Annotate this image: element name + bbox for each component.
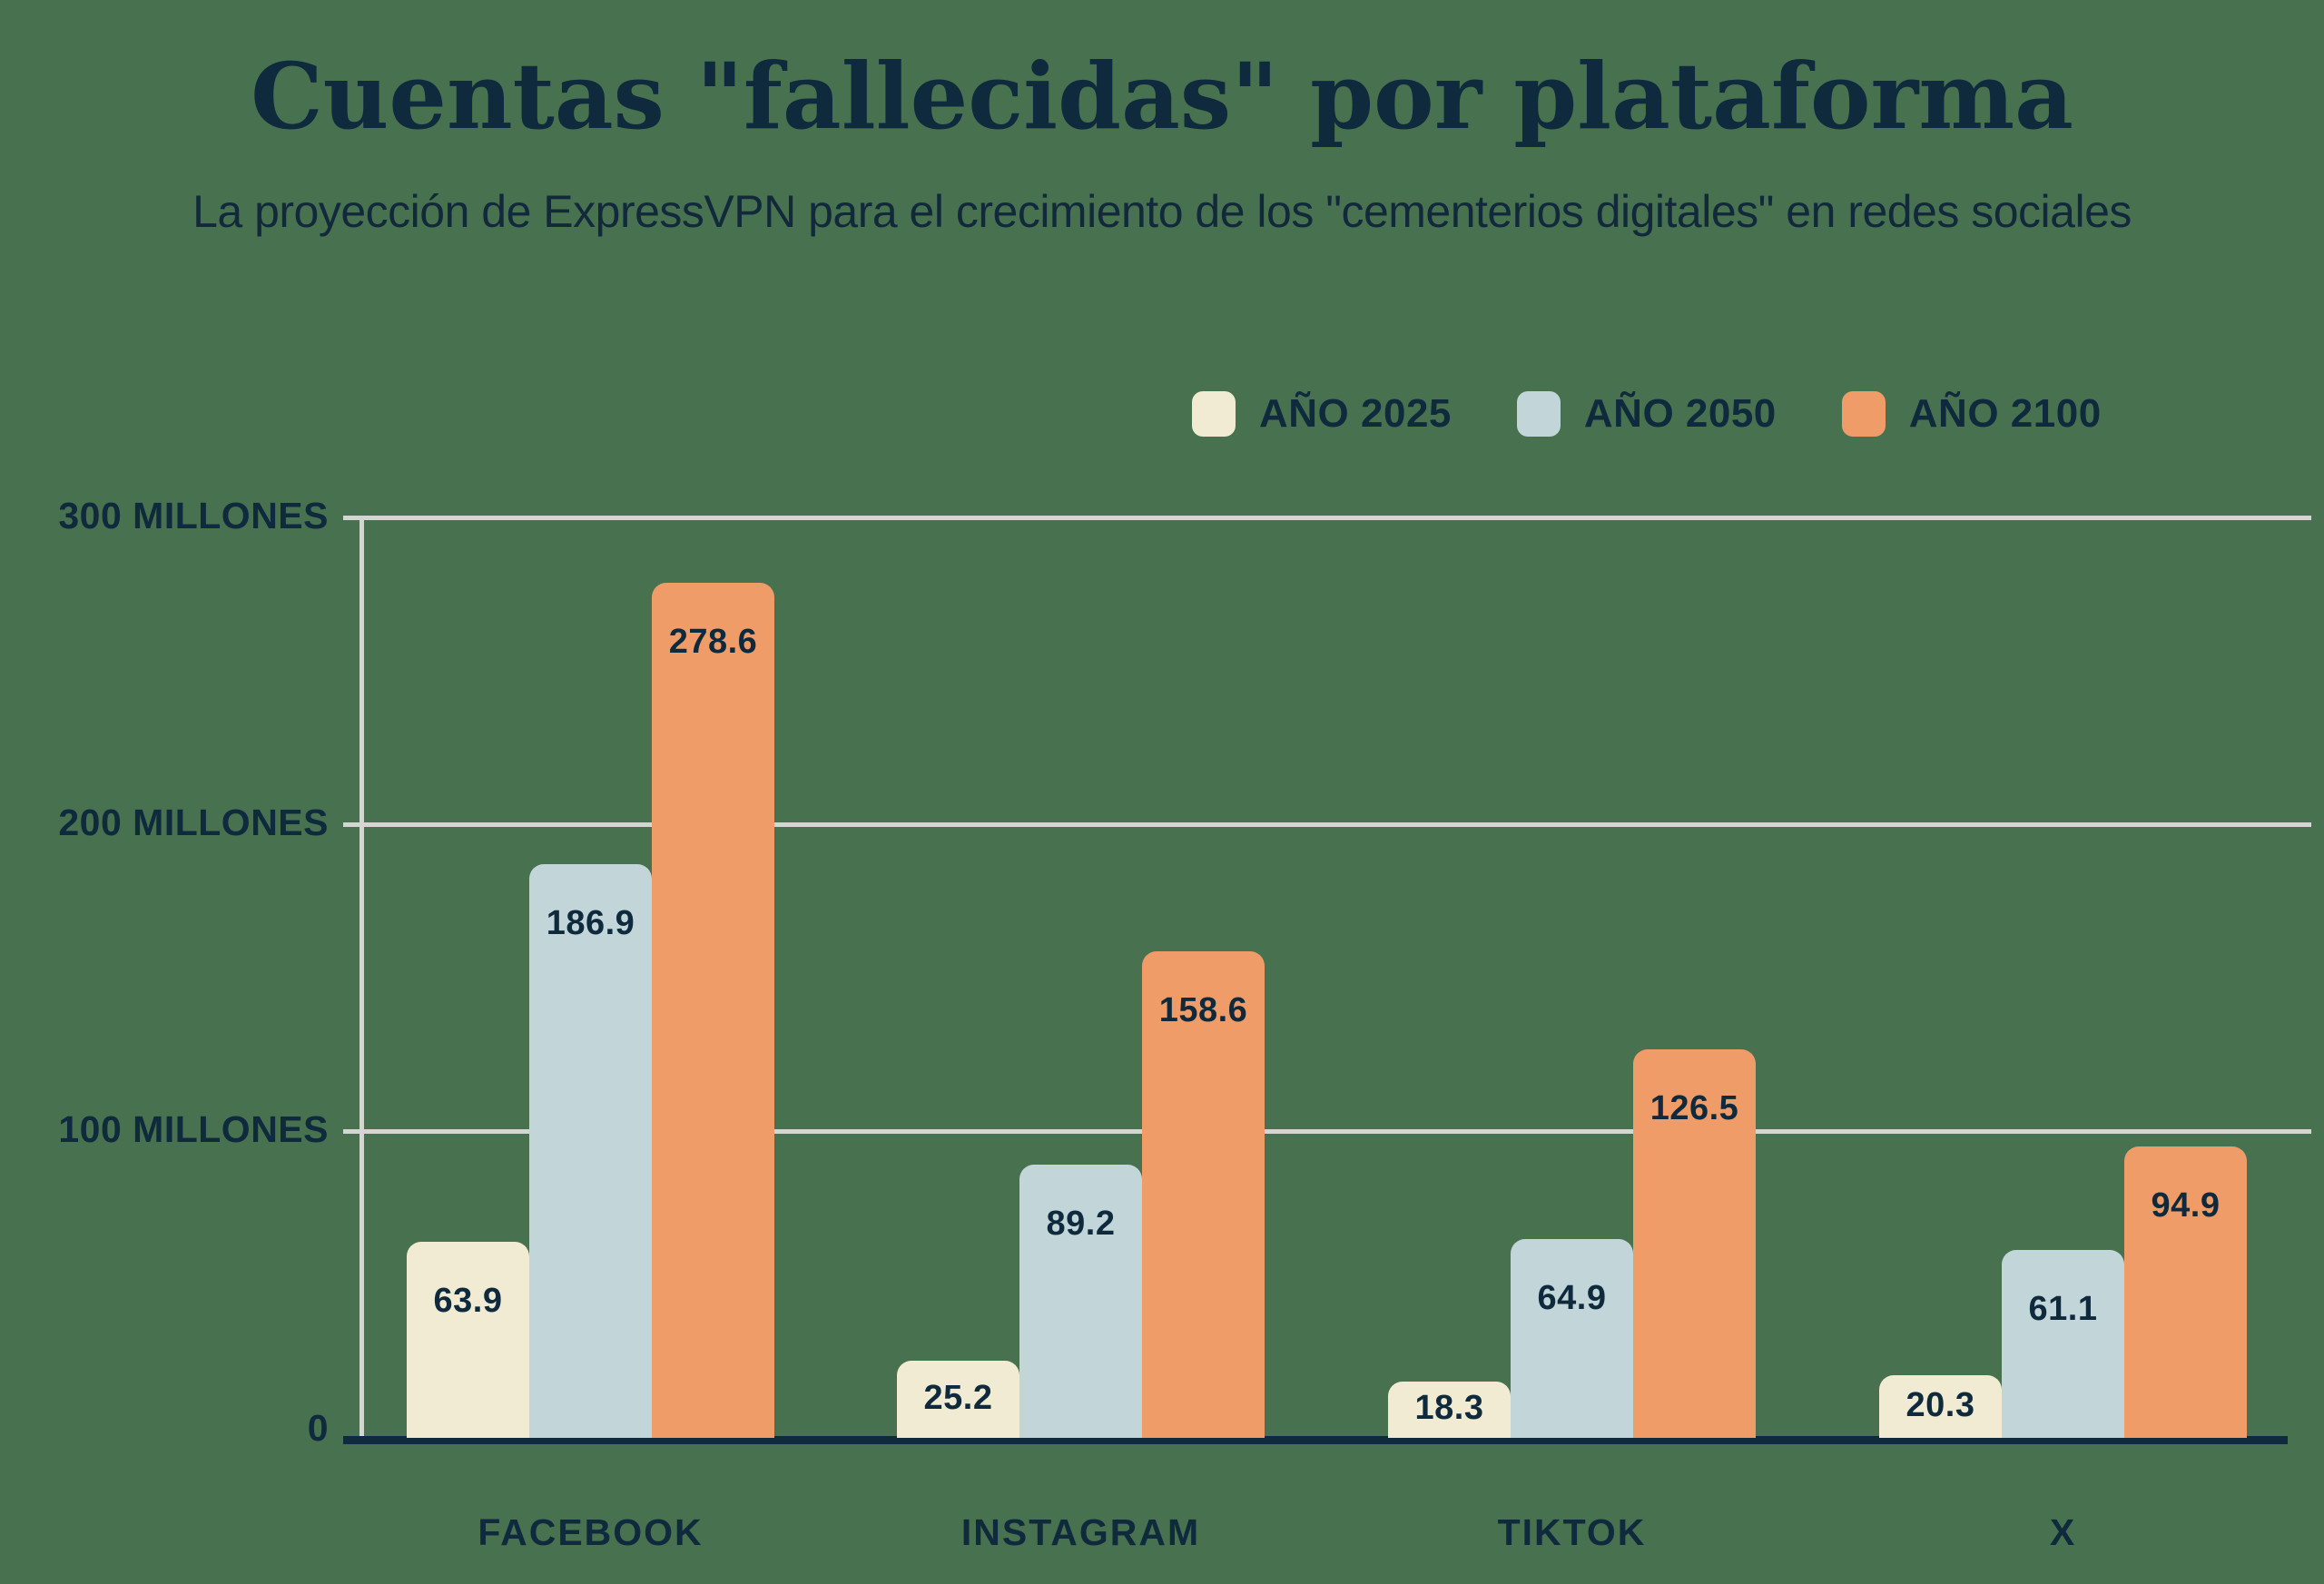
bar-facebook-año-2100: 278.6 bbox=[652, 583, 774, 1438]
bar-tiktok-año-2100: 126.5 bbox=[1633, 1049, 1756, 1438]
legend-swatch-2050 bbox=[1516, 391, 1561, 437]
bar-facebook-año-2050: 186.9 bbox=[529, 864, 652, 1438]
bar-value-label: 94.9 bbox=[2151, 1186, 2221, 1225]
bar-x-año-2100: 94.9 bbox=[2124, 1146, 2247, 1438]
bar-instagram-año-2050: 89.2 bbox=[1019, 1165, 1142, 1438]
chart-title: Cuentas "fallecidas" por plataforma bbox=[251, 43, 2073, 150]
chart-subtitle: La proyección de ExpressVPN para el crec… bbox=[192, 186, 2132, 237]
legend-label-2025: AÑO 2025 bbox=[1259, 391, 1452, 436]
bar-facebook-año-2025: 63.9 bbox=[407, 1242, 529, 1438]
bar-value-label: 63.9 bbox=[433, 1282, 503, 1320]
x-axis-line bbox=[343, 1436, 2288, 1444]
category-label-facebook: FACEBOOK bbox=[478, 1511, 704, 1553]
y-tick-300: 300 MILLONES bbox=[58, 495, 329, 536]
gridline-300 bbox=[343, 516, 2311, 520]
bar-value-label: 158.6 bbox=[1158, 991, 1248, 1029]
bar-value-label: 61.1 bbox=[2028, 1290, 2098, 1328]
bar-value-label: 89.2 bbox=[1046, 1205, 1116, 1243]
bar-instagram-año-2100: 158.6 bbox=[1142, 951, 1265, 1438]
bar-value-label: 18.3 bbox=[1414, 1388, 1484, 1427]
y-tick-100: 100 MILLONES bbox=[58, 1108, 329, 1150]
gridline-100 bbox=[343, 1129, 2311, 1134]
bar-instagram-año-2025: 25.2 bbox=[897, 1361, 1019, 1438]
legend-swatch-2025 bbox=[1192, 391, 1236, 437]
bar-value-label: 186.9 bbox=[546, 904, 635, 942]
legend-swatch-2100 bbox=[1841, 391, 1886, 437]
gridline-200 bbox=[343, 822, 2311, 827]
bar-value-label: 20.3 bbox=[1905, 1385, 1975, 1424]
bar-tiktok-año-2050: 64.9 bbox=[1511, 1239, 1633, 1438]
bar-x-año-2050: 61.1 bbox=[2002, 1250, 2124, 1438]
legend-item-2050: AÑO 2050 bbox=[1516, 391, 1777, 437]
y-axis-line bbox=[359, 517, 364, 1438]
category-label-tiktok: TIKTOK bbox=[1497, 1511, 1647, 1553]
bar-x-año-2025: 20.3 bbox=[1879, 1375, 2002, 1438]
category-label-instagram: INSTAGRAM bbox=[960, 1511, 1201, 1553]
category-label-x: X bbox=[2049, 1511, 2077, 1553]
bar-value-label: 126.5 bbox=[1649, 1089, 1739, 1127]
legend-label-2100: AÑO 2100 bbox=[1908, 391, 2102, 436]
y-tick-0: 0 bbox=[307, 1407, 329, 1449]
bar-value-label: 25.2 bbox=[923, 1378, 993, 1417]
legend-item-2100: AÑO 2100 bbox=[1841, 391, 2102, 437]
legend: AÑO 2025 AÑO 2050 AÑO 2100 bbox=[1192, 390, 2102, 438]
bar-tiktok-año-2025: 18.3 bbox=[1388, 1382, 1511, 1438]
bar-value-label: 64.9 bbox=[1537, 1279, 1607, 1317]
legend-label-2050: AÑO 2050 bbox=[1583, 391, 1777, 436]
legend-item-2025: AÑO 2025 bbox=[1192, 391, 1452, 437]
y-tick-200: 200 MILLONES bbox=[58, 802, 329, 843]
bar-value-label: 278.6 bbox=[668, 623, 758, 661]
